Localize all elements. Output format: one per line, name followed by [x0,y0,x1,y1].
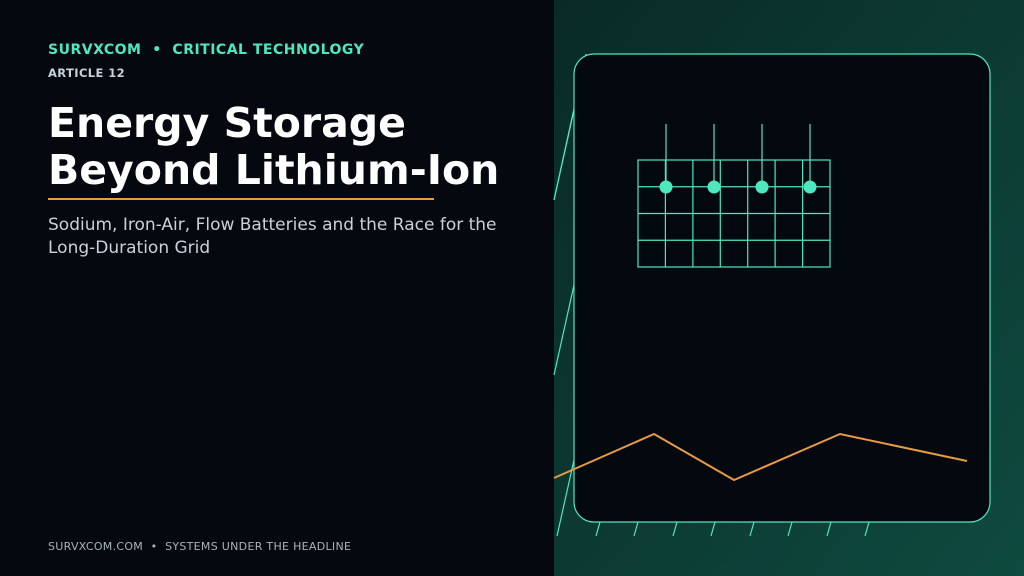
kicker: SURVXCOM • CRITICAL TECHNOLOGY [48,42,365,58]
bottom-ticks [595,521,870,537]
text-panel [0,0,554,576]
title-line: Beyond Lithium-Ion [48,146,500,194]
title-line: Energy Storage [48,99,406,147]
terminals [659,180,817,194]
footer: SURVXCOM.COM • SYSTEMS UNDER THE HEADLIN… [48,540,352,553]
article-number: ARTICLE 12 [48,66,125,80]
frame [573,53,991,523]
title-rule [48,198,434,200]
battery-grid [637,124,831,268]
title: Energy Storage Beyond Lithium-Ion [48,100,499,194]
signal-line [553,432,968,482]
subtitle: Sodium, Iron-Air, Flow Batteries and the… [48,215,497,258]
